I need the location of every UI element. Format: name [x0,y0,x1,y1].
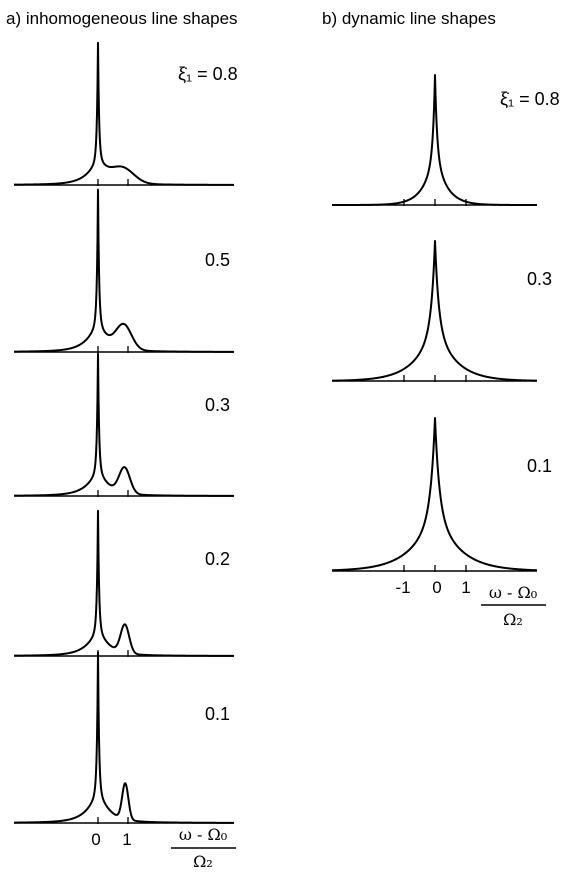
panel-b-xlabel-numerator: ω - Ω₀ [489,583,537,602]
panel-a-xlabel-denominator: Ω₂ [193,852,213,871]
panel-a-plot-3: 0.2 [14,511,234,657]
panel-b-curve-1 [332,241,537,381]
panel-a-title: a) inhomogeneous line shapes [6,9,238,28]
panel-a-curve-3 [14,511,234,656]
panel-a-plot-2: 0.3 [14,354,234,497]
panel-a-plot-1: 0.5 [14,190,234,353]
panel-b-xtick-1: 1 [461,578,470,597]
panel-a-curve-1 [14,190,234,352]
panel-b-xtick-0: 0 [432,578,441,597]
panel-a-curve-2 [14,354,234,496]
panel-a-plot-0: ξ̇₁ = 0.8 [14,43,238,186]
panel-b-plot-2: 0.1 [332,418,552,572]
panel-b-plot-1: 0.3 [332,241,552,382]
panel-a-xlabel-numerator: ω - Ω₀ [179,825,227,844]
panel-b-curve-2 [332,418,537,570]
panel-a-series-label-2: 0.3 [205,395,230,415]
panel-b-plots: ξ̇₁ = 0.8 0.3 0.1 [332,75,560,572]
panel-a-series-label-1: 0.5 [205,250,230,270]
panel-a-series-label-3: 0.2 [205,549,230,569]
panel-b-series-label-0: ξ̇₁ = 0.8 [500,89,560,109]
panel-b-title: b) dynamic line shapes [322,9,496,28]
panel-a-curve-4 [14,652,234,822]
panel-b-xtick-neg1: -1 [395,578,410,597]
panel-a-xtick-0: 0 [91,830,100,849]
panel-b-series-label-2: 0.1 [527,456,552,476]
panel-b-plot-0: ξ̇₁ = 0.8 [332,75,560,206]
panel-a-series-label-4: 0.1 [205,704,230,724]
panel-b-series-label-1: 0.3 [527,269,552,289]
panel-a-plot-4: 0.1 [14,652,234,824]
panel-b-xlabel-denominator: Ω₂ [503,610,523,629]
panel-a-plots: ξ̇₁ = 0.8 0.5 0.3 0.2 0.1 [14,43,238,824]
panel-a-series-label-0: ξ̇₁ = 0.8 [178,64,238,84]
panel-a-xtick-1: 1 [122,830,131,849]
